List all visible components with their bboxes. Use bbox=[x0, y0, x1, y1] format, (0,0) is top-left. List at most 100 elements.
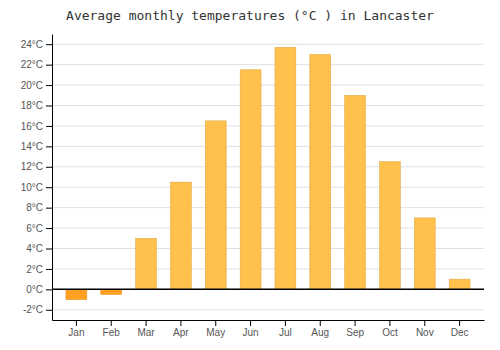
bar bbox=[345, 95, 366, 289]
x-tick-label: Apr bbox=[173, 327, 189, 338]
y-tick: -2°C bbox=[23, 304, 52, 315]
y-tick-mark bbox=[46, 126, 52, 127]
x-tick-label: Nov bbox=[416, 327, 434, 338]
x-tick-label: Oct bbox=[382, 327, 398, 338]
y-tick-label: 20°C bbox=[21, 80, 43, 91]
grid-line bbox=[52, 289, 484, 290]
y-tick: 16°C bbox=[21, 121, 52, 132]
x-tick: Jun bbox=[243, 320, 259, 338]
y-tick-label: 2°C bbox=[26, 264, 43, 275]
x-tick-mark bbox=[320, 320, 321, 326]
x-tick-mark bbox=[250, 320, 251, 326]
bars bbox=[52, 47, 484, 299]
grid bbox=[52, 44, 484, 310]
grid-line bbox=[52, 187, 484, 188]
y-axis-line bbox=[52, 35, 53, 321]
x-axis: Jan Feb Mar Apr May Jun Jul Aug Sep Oct Nov Dec bbox=[53, 320, 485, 338]
grid-line bbox=[52, 64, 484, 65]
bar bbox=[379, 162, 400, 290]
y-tick-mark bbox=[46, 310, 52, 311]
x-tick-mark bbox=[285, 320, 286, 326]
y-tick: 20°C bbox=[21, 80, 52, 91]
bar bbox=[275, 47, 296, 289]
y-tick-label: 18°C bbox=[21, 100, 43, 111]
x-tick: Sep bbox=[346, 320, 364, 338]
grid-line bbox=[52, 85, 484, 86]
grid-line bbox=[52, 125, 484, 126]
x-tick-mark bbox=[76, 320, 77, 326]
y-tick: 4°C bbox=[26, 243, 52, 254]
y-tick: 0°C bbox=[26, 284, 52, 295]
bar bbox=[449, 279, 470, 289]
x-tick-mark bbox=[146, 320, 147, 326]
x-tick-mark bbox=[389, 320, 390, 326]
y-tick-label: -2°C bbox=[23, 304, 43, 315]
x-tick-mark bbox=[355, 320, 356, 326]
x-tick-label: May bbox=[206, 327, 225, 338]
y-tick-mark bbox=[46, 208, 52, 209]
y-tick: 10°C bbox=[21, 182, 52, 193]
x-tick: Apr bbox=[173, 320, 189, 338]
y-tick: 6°C bbox=[26, 223, 52, 234]
grid-line bbox=[52, 105, 484, 106]
y-tick-mark bbox=[46, 167, 52, 168]
y-tick: 18°C bbox=[21, 100, 52, 111]
y-tick-mark bbox=[46, 249, 52, 250]
y-tick-label: 10°C bbox=[21, 182, 43, 193]
x-tick: Mar bbox=[137, 320, 155, 338]
x-tick-label: Jul bbox=[279, 327, 292, 338]
x-tick: May bbox=[206, 320, 225, 338]
y-tick: 12°C bbox=[21, 161, 52, 172]
y-tick: 14°C bbox=[21, 141, 52, 152]
x-tick-label: Aug bbox=[311, 327, 329, 338]
grid-line bbox=[52, 309, 484, 310]
x-tick: Nov bbox=[416, 320, 434, 338]
y-tick: 24°C bbox=[21, 39, 52, 50]
x-tick-mark bbox=[111, 320, 112, 326]
grid-line bbox=[52, 44, 484, 45]
y-tick-mark bbox=[46, 146, 52, 147]
x-tick-mark bbox=[459, 320, 460, 326]
x-tick-mark bbox=[180, 320, 181, 326]
y-tick: 2°C bbox=[26, 264, 52, 275]
y-tick-label: 22°C bbox=[21, 59, 43, 70]
y-axis: -2°C 0°C 2°C 4°C 6°C 8°C 10°C 12°C 14°C 16°C 18°C 2… bbox=[21, 35, 53, 321]
x-tick: Oct bbox=[382, 320, 398, 338]
bar bbox=[101, 289, 122, 294]
grid-line bbox=[52, 166, 484, 167]
y-tick-mark bbox=[46, 187, 52, 188]
y-tick-label: 6°C bbox=[26, 223, 43, 234]
bar bbox=[310, 54, 331, 289]
x-tick-label: Sep bbox=[346, 327, 364, 338]
y-tick-mark bbox=[46, 228, 52, 229]
y-tick-mark bbox=[46, 65, 52, 66]
x-tick-label: Dec bbox=[451, 327, 469, 338]
y-tick-label: 8°C bbox=[26, 202, 43, 213]
bar bbox=[66, 289, 87, 299]
y-tick-mark bbox=[46, 106, 52, 107]
y-tick-label: 24°C bbox=[21, 39, 43, 50]
x-tick-mark bbox=[215, 320, 216, 326]
plot: -2°C 0°C 2°C 4°C 6°C 8°C 10°C 12°C 14°C 16°C 18°C 2… bbox=[21, 35, 485, 339]
y-tick-label: 0°C bbox=[26, 284, 43, 295]
y-tick: 22°C bbox=[21, 59, 52, 70]
x-tick-label: Mar bbox=[137, 327, 155, 338]
bar bbox=[205, 121, 226, 290]
y-tick-mark bbox=[46, 269, 52, 270]
y-tick: 8°C bbox=[26, 202, 52, 213]
chart: -2°C 0°C 2°C 4°C 6°C 8°C 10°C 12°C 14°C 16°C 18°C 2… bbox=[0, 0, 500, 350]
y-tick-label: 12°C bbox=[21, 161, 43, 172]
x-tick: Aug bbox=[311, 320, 329, 338]
y-tick-label: 14°C bbox=[21, 141, 43, 152]
x-tick: Jan bbox=[68, 320, 84, 338]
y-tick-mark bbox=[46, 85, 52, 86]
bar bbox=[414, 218, 435, 290]
x-tick-label: Feb bbox=[103, 327, 121, 338]
y-tick-mark bbox=[46, 44, 52, 45]
y-tick-label: 4°C bbox=[26, 243, 43, 254]
x-tick-mark bbox=[424, 320, 425, 326]
bar bbox=[240, 70, 261, 290]
bar bbox=[170, 182, 191, 289]
baseline bbox=[52, 289, 484, 291]
bar bbox=[136, 238, 157, 289]
